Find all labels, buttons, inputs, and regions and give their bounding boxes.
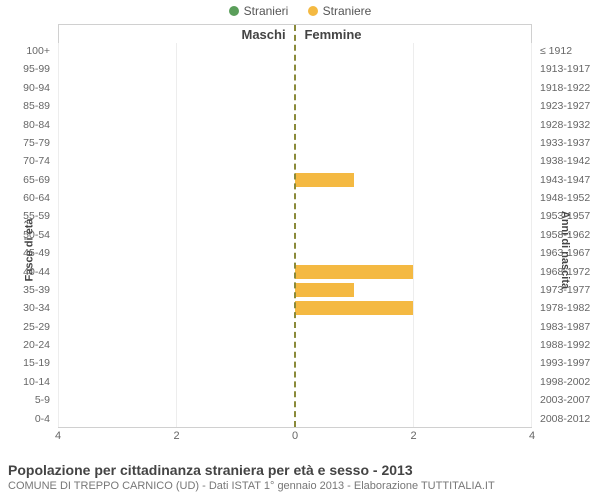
y-tick-right: 1978-1982 bbox=[536, 299, 600, 317]
y-tick-left: 50-54 bbox=[0, 226, 54, 244]
y-tick-right: 1968-1972 bbox=[536, 263, 600, 281]
y-tick-right: 1983-1987 bbox=[536, 318, 600, 336]
chart-footer: Popolazione per cittadinanza straniera p… bbox=[8, 462, 592, 492]
x-ticks: 4 2 0 2 4 bbox=[58, 430, 532, 444]
y-tick-left: 80-84 bbox=[0, 116, 54, 134]
y-tick-right: 1973-1977 bbox=[536, 281, 600, 299]
y-tick-left: 5-9 bbox=[0, 391, 54, 409]
y-tick-right: 1923-1927 bbox=[536, 97, 600, 115]
y-tick-left: 20-24 bbox=[0, 336, 54, 354]
x-tick: 0 bbox=[292, 430, 298, 442]
bar-female bbox=[295, 283, 354, 297]
legend-item-male: Stranieri bbox=[229, 4, 289, 18]
column-header-male: Maschi bbox=[241, 27, 285, 42]
chart-title: Popolazione per cittadinanza straniera p… bbox=[8, 462, 592, 478]
y-tick-left: 45-49 bbox=[0, 244, 54, 262]
y-tick-left: 30-34 bbox=[0, 299, 54, 317]
y-tick-left: 95-99 bbox=[0, 61, 54, 79]
y-ticks-right: 2008-20122003-20071998-20021993-19971988… bbox=[536, 24, 600, 428]
y-tick-left: 70-74 bbox=[0, 152, 54, 170]
y-tick-right: 1948-1952 bbox=[536, 189, 600, 207]
y-tick-left: 15-19 bbox=[0, 355, 54, 373]
x-tick: 4 bbox=[529, 430, 535, 442]
y-tick-left: 100+ bbox=[0, 42, 54, 60]
legend: Stranieri Straniere bbox=[0, 4, 600, 19]
y-tick-right: 1998-2002 bbox=[536, 373, 600, 391]
y-tick-right: 1943-1947 bbox=[536, 171, 600, 189]
center-axis-line bbox=[294, 25, 296, 427]
y-tick-right: 1918-1922 bbox=[536, 79, 600, 97]
y-tick-right: ≤ 1912 bbox=[536, 42, 600, 60]
y-tick-right: 1933-1937 bbox=[536, 134, 600, 152]
y-ticks-left: 0-45-910-1415-1920-2425-2930-3435-3940-4… bbox=[0, 24, 54, 428]
column-header-female: Femmine bbox=[304, 27, 361, 42]
y-tick-left: 65-69 bbox=[0, 171, 54, 189]
circle-icon bbox=[229, 6, 239, 16]
y-tick-left: 55-59 bbox=[0, 208, 54, 226]
y-tick-right: 1993-1997 bbox=[536, 355, 600, 373]
bar-female bbox=[295, 173, 354, 187]
legend-label-male: Stranieri bbox=[244, 4, 289, 18]
y-tick-right: 1913-1917 bbox=[536, 61, 600, 79]
plot-area: Maschi Femmine bbox=[58, 24, 532, 428]
legend-label-female: Straniere bbox=[323, 4, 372, 18]
y-tick-right: 1958-1962 bbox=[536, 226, 600, 244]
y-tick-right: 1953-1957 bbox=[536, 208, 600, 226]
x-tick: 4 bbox=[55, 430, 61, 442]
y-tick-left: 75-79 bbox=[0, 134, 54, 152]
grid-line bbox=[531, 43, 532, 427]
legend-item-female: Straniere bbox=[308, 4, 372, 18]
x-tick: 2 bbox=[173, 430, 179, 442]
x-tick: 2 bbox=[410, 430, 416, 442]
y-tick-right: 2003-2007 bbox=[536, 391, 600, 409]
y-tick-left: 85-89 bbox=[0, 97, 54, 115]
y-tick-left: 60-64 bbox=[0, 189, 54, 207]
chart-subtitle: COMUNE DI TREPPO CARNICO (UD) - Dati IST… bbox=[8, 480, 592, 492]
y-tick-left: 35-39 bbox=[0, 281, 54, 299]
bar-female bbox=[295, 265, 413, 279]
y-tick-right: 1928-1932 bbox=[536, 116, 600, 134]
y-tick-left: 25-29 bbox=[0, 318, 54, 336]
circle-icon bbox=[308, 6, 318, 16]
y-tick-left: 90-94 bbox=[0, 79, 54, 97]
y-tick-right: 1988-1992 bbox=[536, 336, 600, 354]
y-tick-right: 1963-1967 bbox=[536, 244, 600, 262]
y-tick-left: 40-44 bbox=[0, 263, 54, 281]
y-tick-left: 10-14 bbox=[0, 373, 54, 391]
y-tick-right: 2008-2012 bbox=[536, 410, 600, 428]
bar-female bbox=[295, 301, 413, 315]
y-tick-right: 1938-1942 bbox=[536, 152, 600, 170]
chart-container: Stranieri Straniere Fasce di età Anni di… bbox=[0, 0, 600, 500]
y-tick-left: 0-4 bbox=[0, 410, 54, 428]
